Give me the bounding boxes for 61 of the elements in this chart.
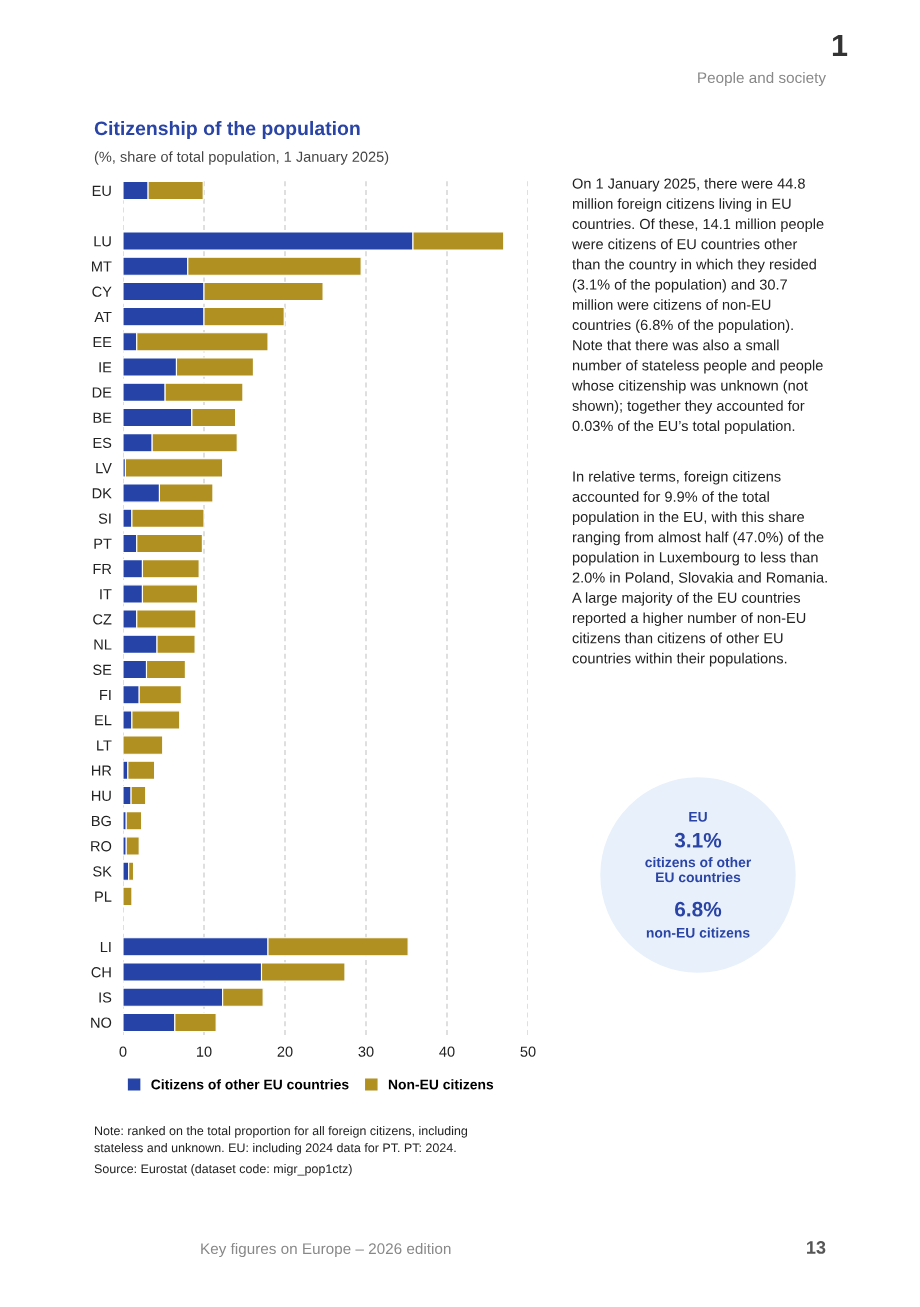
y-tick-label: PT xyxy=(94,538,112,549)
text: Note: ranked on the total proportion for all foreign citizens, including stateless and unknown. EU: including 2024 data for PT. PT: 2024. xyxy=(94,1126,468,1155)
y-tick-label: FR xyxy=(93,563,112,574)
legend-label: Non-EU citizens xyxy=(388,1079,494,1090)
y-tick-label: IT xyxy=(100,589,112,600)
y-tick-label: EE xyxy=(93,337,112,348)
y-tick-label: NO xyxy=(91,1017,112,1028)
text: In relative terms, foreign citizens accounted for 9.9% of the total population in the EU, with this share ranging from almost half (47.0%) of the population in Luxembourg to less than 2.0% in Poland, Slovakia and Romania. A large majority of the EU countries reported a higher number of non-EU citizens than citizens of other EU countries within their populations. xyxy=(572,471,827,667)
bar xyxy=(124,458,224,478)
text: People and society xyxy=(698,71,826,87)
y-tick-label: DK xyxy=(92,488,112,499)
bar xyxy=(123,886,133,906)
text: 6.8% xyxy=(675,901,722,917)
source-note: Source: Eurostat (dataset code: migr_pop1ctz) xyxy=(94,1164,352,1176)
text: 3.1% xyxy=(674,832,722,848)
bar xyxy=(127,760,156,780)
y-tick-label: EL xyxy=(95,715,112,726)
y-tick-label: HU xyxy=(92,790,111,801)
y-tick-label: IS xyxy=(99,992,112,1003)
x-tick-label: 40 xyxy=(439,1046,455,1057)
y-tick-label: CZ xyxy=(93,614,112,625)
y-tick-label: LI xyxy=(100,942,111,953)
text: non-EU citizens xyxy=(646,927,750,938)
y-tick-label: BG xyxy=(92,815,111,827)
x-tick-label: 50 xyxy=(520,1046,536,1057)
x-tick-label: 30 xyxy=(358,1046,374,1057)
y-tick-label: LT xyxy=(97,740,112,751)
y-tick-label: AT xyxy=(94,311,112,322)
y-tick-label: FI xyxy=(100,689,111,700)
legend-label: Citizens of other EU countries xyxy=(151,1079,349,1090)
y-tick-label: EU xyxy=(92,185,111,197)
x-tick-label: 10 xyxy=(197,1046,212,1057)
y-tick-label: CH xyxy=(91,967,111,978)
y-tick-label: MT xyxy=(92,261,112,272)
bar xyxy=(123,735,164,755)
text: On 1 January 2025, there were 44.8 million foreign citizens living in EU countries. Of these, 14.1 million people were citizens of EU countries other than the country in which they resided (3.1% of the population) and 30.7 million were citizens of non-EU countries (6.8% of the population). Note that there was also a small number of stateless people and people whose citizenship was unknown (not shown); together they accounted for 0.03% of the EU’s total population. xyxy=(571,178,824,434)
y-tick-label: CY xyxy=(92,286,112,297)
y-tick-label: BE xyxy=(93,412,112,423)
y-tick-label: LU xyxy=(94,236,111,247)
y-tick-label: SK xyxy=(93,866,112,877)
y-tick-label: DE xyxy=(92,387,112,398)
y-tick-label: PL xyxy=(95,891,112,902)
y-tick-label: IE xyxy=(99,362,112,373)
text: EU xyxy=(689,812,707,822)
y-tick-label: RO xyxy=(91,841,112,852)
y-tick-label: NL xyxy=(94,639,112,650)
y-tick-label: SI xyxy=(98,513,111,524)
chart-title: Citizenship of the population xyxy=(94,120,360,140)
chart-subtitle: (%, share of total population, 1 January 2025) xyxy=(94,151,389,165)
text: citizens of other EU countries xyxy=(645,857,752,883)
y-tick-label: LV xyxy=(96,463,112,474)
x-tick-label: 0 xyxy=(119,1046,127,1057)
text: Key figures on Europe – 2026 edition xyxy=(201,1242,451,1258)
bar xyxy=(125,836,140,856)
text: 1 xyxy=(832,34,848,56)
y-tick-label: ES xyxy=(93,437,112,449)
y-tick-label: HR xyxy=(92,765,112,776)
x-tick-label: 20 xyxy=(277,1046,293,1057)
y-tick-label: SE xyxy=(93,664,112,675)
text: 13 xyxy=(807,1241,826,1254)
bar xyxy=(125,811,143,831)
